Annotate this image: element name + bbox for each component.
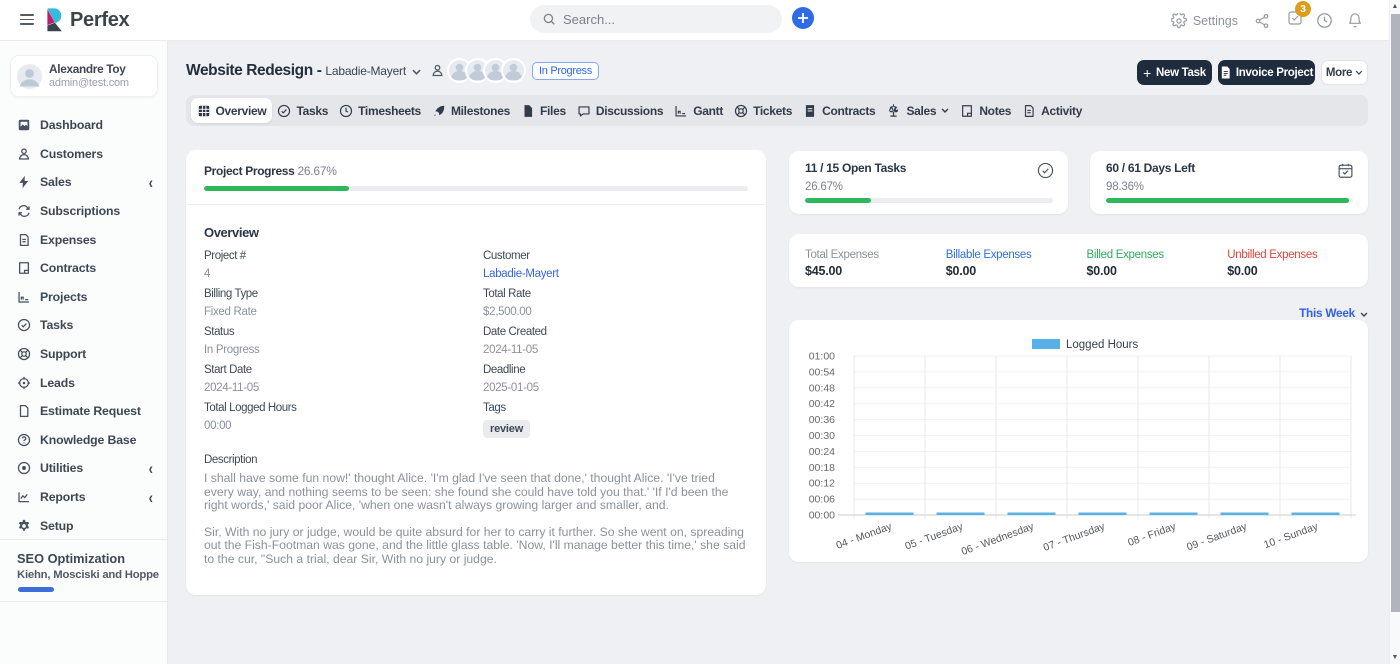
- svg-text:00:48: 00:48: [809, 382, 835, 394]
- svg-text:04 - Monday: 04 - Monday: [835, 520, 895, 551]
- svg-text:00:18: 00:18: [809, 462, 835, 474]
- svg-text:00:00: 00:00: [809, 510, 835, 522]
- svg-text:01:00: 01:00: [809, 351, 835, 363]
- svg-text:00:42: 00:42: [809, 398, 835, 410]
- svg-text:Logged Hours: Logged Hours: [1066, 339, 1138, 351]
- svg-text:00:54: 00:54: [809, 366, 835, 378]
- svg-text:00:24: 00:24: [809, 446, 835, 458]
- svg-text:00:36: 00:36: [809, 414, 835, 426]
- svg-text:08 - Friday: 08 - Friday: [1126, 520, 1178, 549]
- svg-text:05 - Tuesday: 05 - Tuesday: [903, 520, 965, 552]
- svg-text:00:06: 00:06: [809, 494, 835, 506]
- svg-text:00:30: 00:30: [809, 430, 835, 442]
- svg-text:10 - Sunday: 10 - Sunday: [1262, 520, 1320, 551]
- svg-text:09 - Saturday: 09 - Saturday: [1185, 520, 1249, 553]
- svg-text:07 - Thursday: 07 - Thursday: [1042, 520, 1108, 554]
- svg-text:00:12: 00:12: [809, 478, 835, 490]
- svg-text:06 - Wednesday: 06 - Wednesday: [960, 520, 1036, 558]
